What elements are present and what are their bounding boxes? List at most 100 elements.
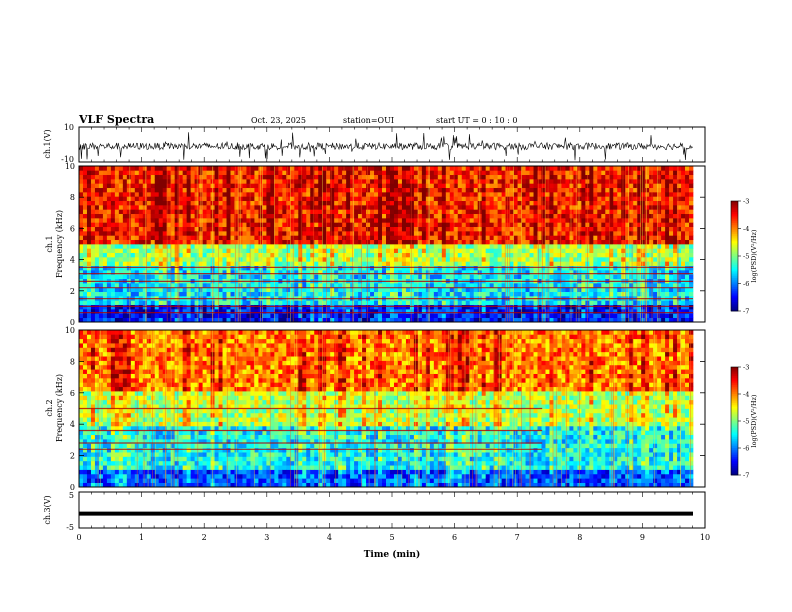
spectrogram-cell: [549, 222, 554, 228]
spectrogram-cell: [222, 187, 227, 193]
spectrogram-cell: [386, 222, 391, 228]
spectrogram-cell: [565, 265, 570, 271]
spectrogram-cell: [577, 196, 582, 202]
spectrogram-cell: [441, 270, 447, 275]
spectrogram-cell: [481, 317, 487, 323]
spectrogram-cell: [501, 261, 506, 267]
spectrogram-cell: [346, 252, 351, 258]
spectrogram-cell: [138, 209, 144, 215]
spectrogram-cell: [441, 187, 447, 193]
spectrogram-cell: [226, 244, 231, 249]
spectrogram-cell: [429, 257, 435, 262]
spectrogram-cell: [282, 239, 287, 245]
spectrogram-cell: [302, 283, 307, 288]
spectrogram-cell: [278, 170, 283, 176]
spectrogram-cell: [541, 187, 546, 193]
spectrogram-cell: [370, 183, 375, 189]
spectrogram-cell: [86, 187, 92, 193]
spectrogram-cell: [150, 287, 156, 293]
spectrogram-cell: [421, 205, 427, 210]
spectrogram-cell: [461, 309, 467, 314]
spectrogram-cell: [338, 166, 343, 171]
spectrogram-cell: [473, 313, 479, 319]
spectrogram-cell: [230, 291, 235, 297]
spectrogram-cell: [453, 309, 459, 314]
spectrogram-cell: [242, 317, 247, 323]
spectrogram-cell: [254, 200, 259, 206]
spectrogram-cell: [126, 166, 132, 171]
spectrogram-cell: [457, 291, 463, 297]
spectrogram-cell: [274, 291, 279, 297]
spectrogram-cell: [569, 209, 574, 215]
spectrogram-cell: [274, 231, 279, 236]
spectrogram-cell: [405, 166, 411, 171]
spectrogram-cell: [218, 244, 223, 249]
spectrogram-cell: [114, 235, 120, 241]
spectrogram-cell: [366, 200, 371, 206]
spectrogram-cell: [593, 239, 598, 245]
spectrogram-cell: [441, 222, 447, 228]
spectrogram-cell: [517, 166, 522, 171]
spectrogram-cell: [413, 209, 419, 215]
spectrogram-cell: [378, 205, 383, 210]
spectrogram-cell: [589, 231, 594, 236]
spectrogram-cell: [194, 231, 199, 236]
spectrogram-cell: [94, 192, 100, 197]
spectrogram-cell: [533, 209, 538, 215]
spectrogram-cell: [557, 274, 562, 280]
spectrogram-cell: [146, 291, 152, 297]
spectrogram-cell: [553, 187, 558, 193]
spectrogram-cell: [126, 244, 132, 249]
spectrogram-cell: [497, 231, 502, 236]
spectrogram-cell: [318, 317, 323, 323]
spectrogram-cell: [194, 265, 199, 271]
spectrogram-cell: [389, 265, 395, 271]
spectrogram-cell: [186, 248, 191, 254]
spectrogram-cell: [266, 166, 271, 171]
spectrogram-cell: [106, 248, 112, 254]
spectrogram-cell: [401, 239, 407, 245]
spectrogram-cell: [126, 183, 132, 189]
spectrogram-cell: [545, 265, 550, 271]
spectrogram-cell: [126, 248, 132, 254]
spectrogram-cell: [310, 261, 315, 267]
spectrogram-cell: [413, 309, 419, 314]
spectrogram-cell: [573, 174, 578, 180]
spectrogram-cell: [230, 226, 235, 232]
spectrogram-cell: [130, 231, 136, 236]
spectrogram-cell: [545, 248, 550, 254]
spectrogram-cell: [413, 274, 419, 280]
spectrogram-cell: [146, 231, 152, 236]
spectrogram-cell: [437, 291, 443, 297]
spectrogram-cell: [158, 291, 164, 297]
spectrogram-cell: [509, 309, 514, 314]
spectrogram-cell: [206, 252, 211, 258]
spectrogram-cell: [250, 179, 255, 184]
spectrogram-cell: [338, 283, 343, 288]
spectrogram-cell: [90, 248, 96, 254]
spectrogram-cell: [90, 317, 96, 323]
spectrogram-cell: [374, 270, 379, 275]
spectrogram-cell: [354, 205, 359, 210]
spectrogram-cell: [162, 231, 168, 236]
spectrogram-cell: [589, 287, 594, 293]
spectrogram-cell: [609, 317, 614, 323]
spectrogram-cell: [226, 317, 231, 323]
spectrogram-cell: [366, 166, 371, 171]
spectrogram-cell: [118, 291, 124, 297]
spectrogram-cell: [190, 300, 195, 306]
spectrogram-cell: [485, 205, 491, 210]
spectrogram-cell: [533, 205, 538, 210]
spectrogram-cell: [230, 179, 235, 184]
spectrogram-cell: [433, 291, 439, 297]
spectrogram-cell: [90, 257, 96, 262]
spectrogram-cell: [86, 283, 92, 288]
spectrogram-cell: [445, 192, 451, 197]
spectrogram-cell: [166, 287, 172, 293]
spectrogram-cell: [469, 213, 475, 219]
spectrogram-cell: [469, 170, 475, 176]
spectrogram-cell: [202, 226, 207, 232]
spectrogram-cell: [126, 226, 132, 232]
spectrogram-cell: [553, 248, 558, 254]
spectrogram-cell: [150, 213, 156, 219]
